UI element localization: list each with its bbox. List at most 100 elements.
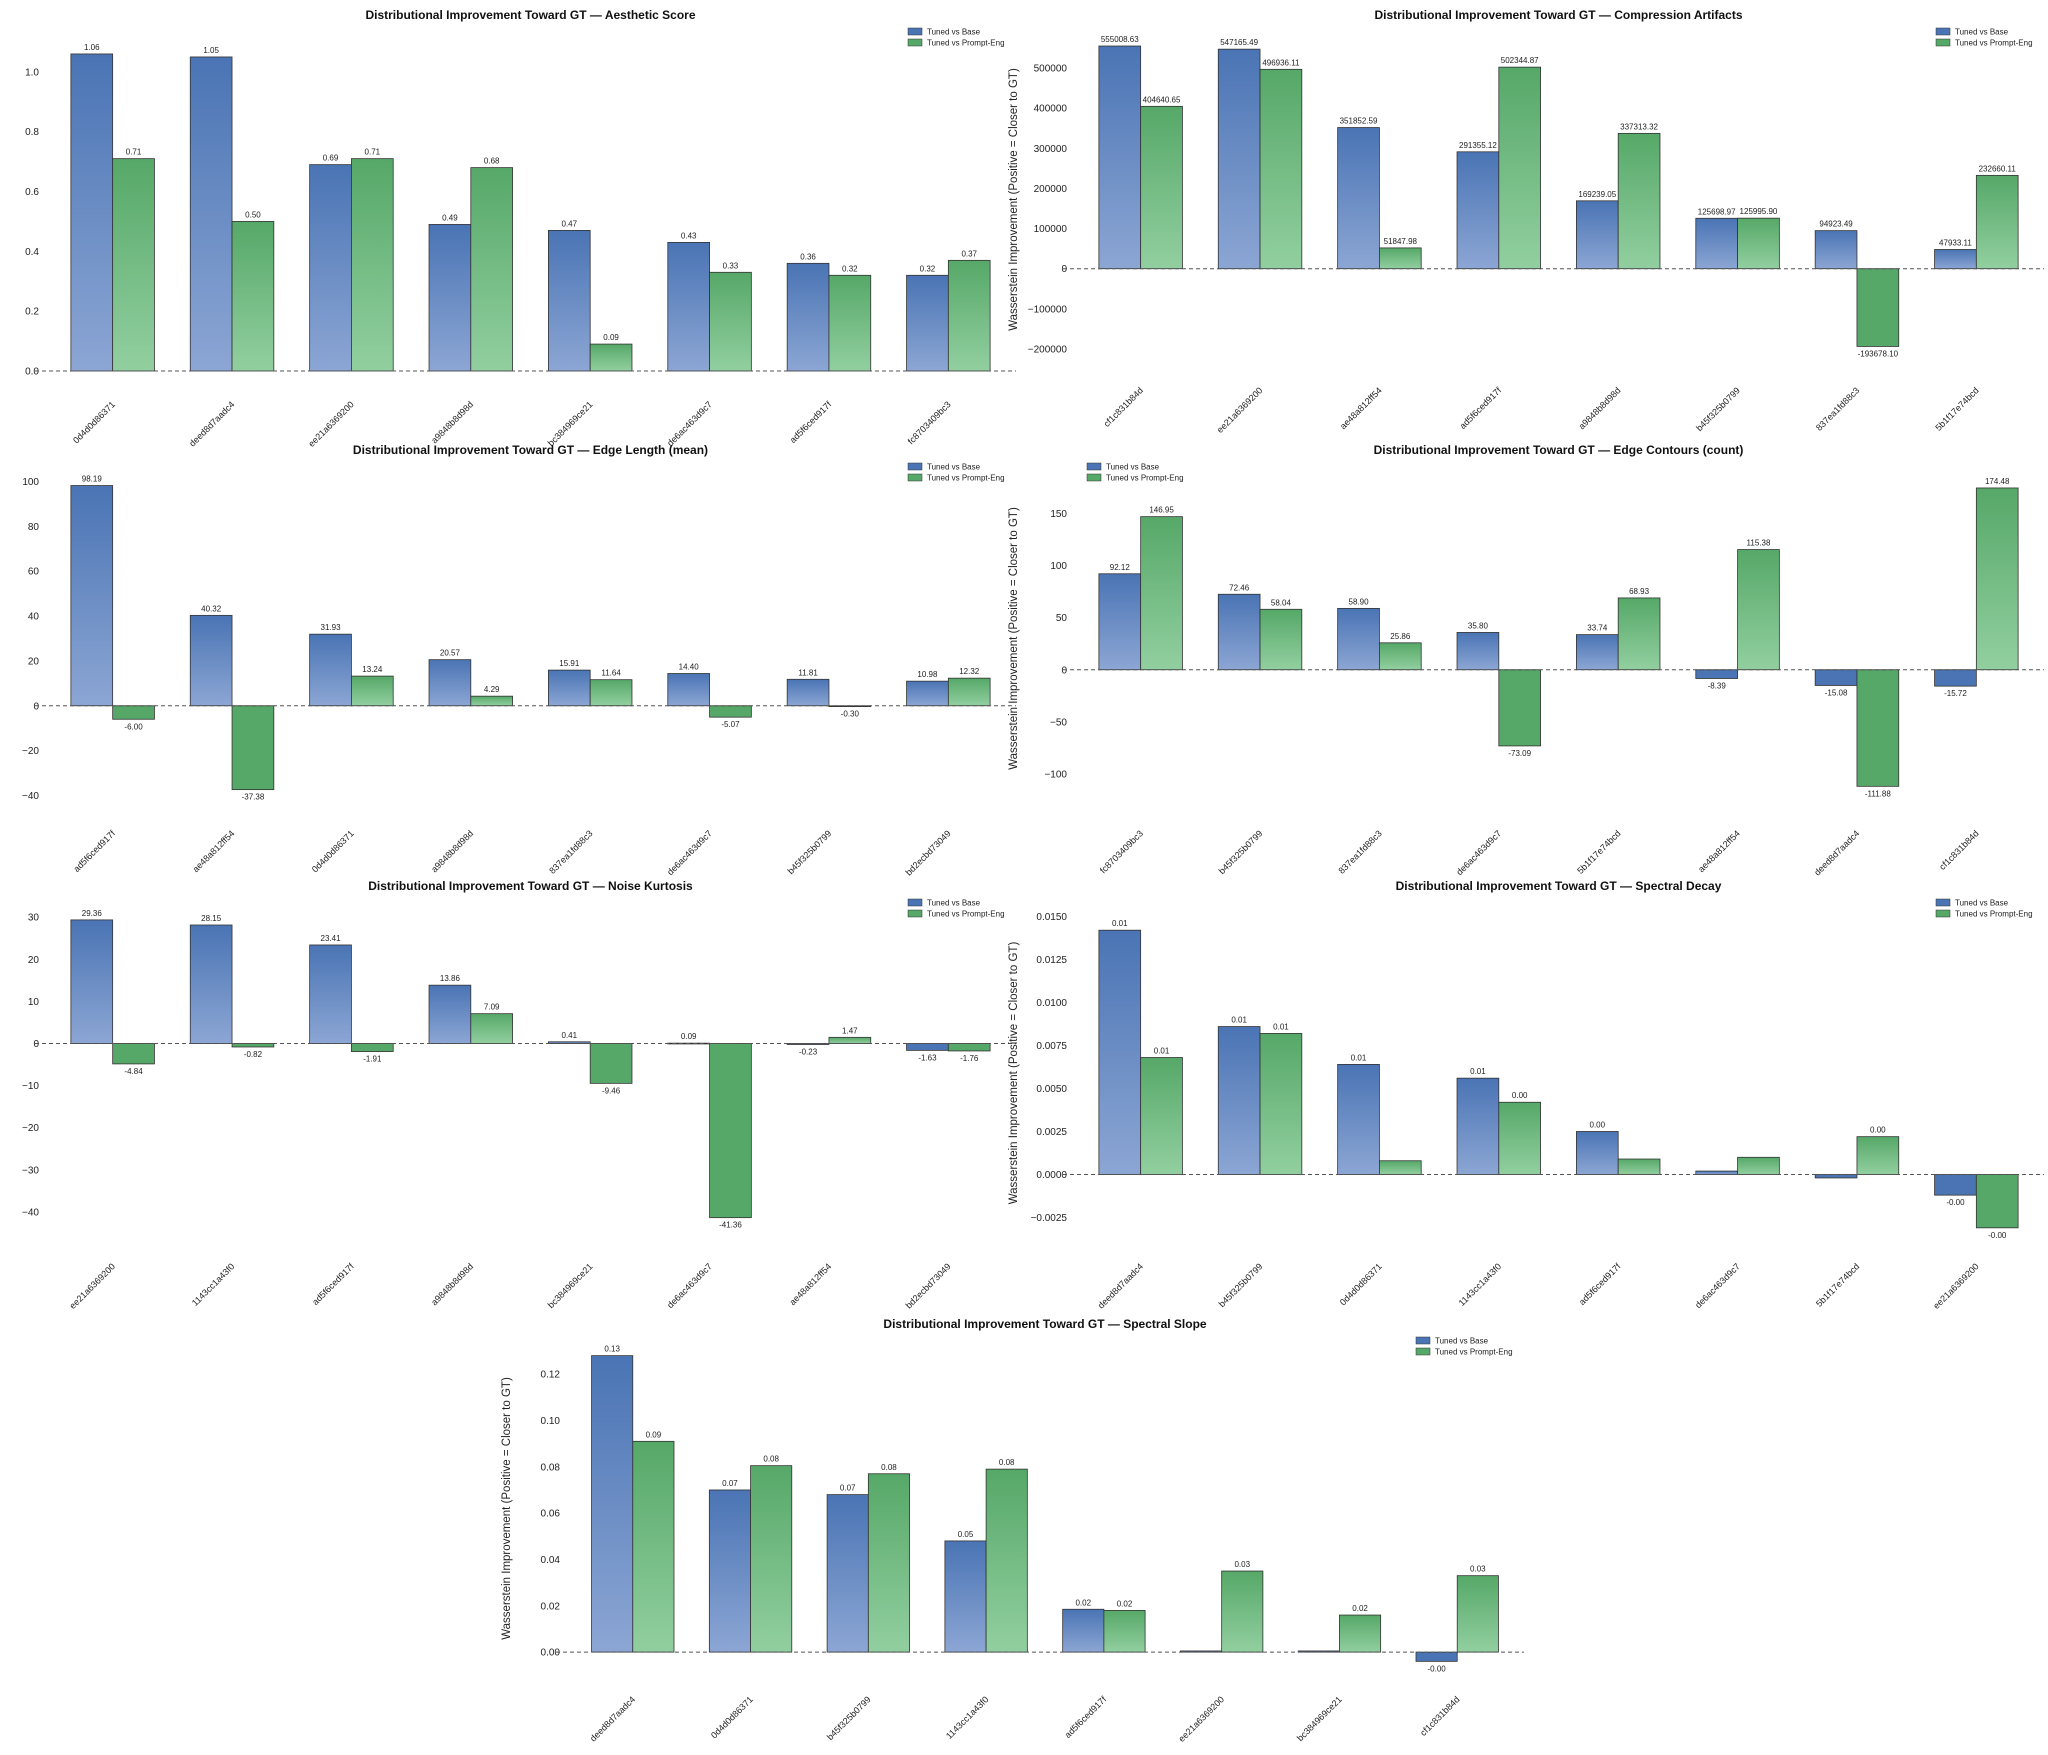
data-label: 40.32 xyxy=(201,604,222,613)
data-label: 29.36 xyxy=(82,909,103,918)
bar-tuned-vs-prompt-eng xyxy=(351,1043,394,1052)
bar-tuned-vs-base xyxy=(70,53,114,372)
data-label: 0.47 xyxy=(562,219,578,228)
y-tick-label: 0.0125 xyxy=(1036,955,1067,966)
data-label: 11.64 xyxy=(601,669,621,678)
data-label: 547165.49 xyxy=(1220,38,1258,47)
bar-tuned-vs-base xyxy=(906,680,949,707)
x-tick-label: fc8703409bc3 xyxy=(1098,828,1145,875)
bar-tuned-vs-prompt-eng xyxy=(985,1468,1028,1653)
legend-swatch xyxy=(1935,898,1951,907)
bar-tuned-vs-prompt-eng xyxy=(1339,1614,1382,1653)
bar-tuned-vs-base xyxy=(1337,127,1380,270)
data-label: 0.71 xyxy=(126,148,142,157)
bar-tuned-vs-base xyxy=(667,673,710,707)
data-label: 15.91 xyxy=(559,659,580,668)
y-tick-label: 100 xyxy=(1050,561,1067,572)
x-tick-label: b45f325b0799 xyxy=(1694,385,1742,433)
bar-tuned-vs-prompt-eng xyxy=(1617,1158,1661,1175)
data-label: 0.36 xyxy=(800,252,816,261)
x-tick-label: ad5f6ced917f xyxy=(310,1261,356,1307)
legend-swatch xyxy=(907,38,923,47)
data-label: 0.09 xyxy=(681,1032,697,1041)
bar-tuned-vs-prompt-eng xyxy=(867,1473,910,1653)
y-tick-label: −20 xyxy=(22,746,39,757)
data-label: 0.01 xyxy=(1112,919,1128,928)
bar-tuned-vs-base xyxy=(944,1540,987,1653)
y-axis-label: Wasserstein Improvement (Positive = Clos… xyxy=(1008,68,1020,331)
bar-tuned-vs-base xyxy=(786,678,830,707)
data-label: 115.38 xyxy=(1747,539,1771,548)
y-tick-label: 0 xyxy=(1061,264,1067,275)
data-label: 0.32 xyxy=(920,264,936,273)
y-tick-label: 0.0075 xyxy=(1036,1041,1067,1052)
bar-tuned-vs-base xyxy=(428,659,472,707)
bar-tuned-vs-base xyxy=(1217,48,1261,270)
y-tick-label: −10 xyxy=(22,1081,39,1092)
bar-tuned-vs-base xyxy=(1415,1651,1458,1662)
data-label: 0.02 xyxy=(1075,1598,1091,1607)
bar-tuned-vs-base xyxy=(1576,634,1619,671)
bar-tuned-vs-prompt-eng xyxy=(709,1043,752,1219)
data-label: 125698.97 xyxy=(1698,207,1736,216)
data-label: 58.04 xyxy=(1271,598,1292,607)
bar-tuned-vs-prompt-eng xyxy=(1617,597,1661,671)
x-tick-label: de6ac463d9c7 xyxy=(665,828,714,877)
x-tick-label: b45f325b0799 xyxy=(1217,828,1265,876)
legend-label: Tuned vs Base xyxy=(1955,28,2009,37)
y-tick-label: 0.02 xyxy=(541,1601,561,1612)
chart-panel-6: Distributional Improvement Toward GT — S… xyxy=(1008,879,2044,1311)
bar-tuned-vs-prompt-eng xyxy=(1456,1575,1499,1653)
y-tick-label: 0.8 xyxy=(25,127,39,138)
data-label: 0.00 xyxy=(1512,1091,1528,1100)
bar-tuned-vs-prompt-eng xyxy=(231,1043,275,1048)
y-tick-label: 0.0050 xyxy=(1036,1084,1067,1095)
data-label: 58.90 xyxy=(1349,597,1370,606)
bar-tuned-vs-prompt-eng xyxy=(1856,1136,1900,1175)
data-label: 0.68 xyxy=(484,157,500,166)
x-tick-label: 837ea1fd88c3 xyxy=(547,828,594,875)
bar-tuned-vs-prompt-eng xyxy=(1140,516,1183,671)
x-tick-label: ee21a6369200 xyxy=(1215,385,1265,435)
bar-tuned-vs-prompt-eng xyxy=(589,1043,633,1084)
bar-tuned-vs-base xyxy=(1098,929,1142,1175)
y-tick-label: 1.0 xyxy=(25,67,39,78)
x-tick-label: a9848b8d98d xyxy=(1577,385,1623,431)
x-tick-label: ad5f6ced917f xyxy=(71,828,117,874)
bar-tuned-vs-prompt-eng xyxy=(1498,66,1541,270)
chart-title: Distributional Improvement Toward GT — A… xyxy=(365,8,695,22)
data-label: -41.36 xyxy=(719,1221,742,1230)
legend-swatch xyxy=(1935,909,1951,918)
bar-tuned-vs-prompt-eng xyxy=(1856,669,1900,787)
bar-tuned-vs-prompt-eng xyxy=(1221,1570,1264,1653)
data-label: 31.93 xyxy=(321,623,342,632)
bar-tuned-vs-prompt-eng xyxy=(828,1036,872,1044)
legend: Tuned vs Base Tuned vs Prompt-Eng xyxy=(907,898,1005,919)
data-label: 0.13 xyxy=(604,1345,620,1354)
data-label: 0.02 xyxy=(1352,1604,1368,1613)
bar-tuned-vs-prompt-eng xyxy=(1259,1033,1303,1175)
y-tick-label: 500000 xyxy=(1034,64,1068,75)
legend-swatch xyxy=(907,898,923,907)
x-tick-label: cf1c831b84d xyxy=(1937,828,1981,872)
data-label: 146.95 xyxy=(1149,506,1174,515)
x-tick-label: ae48a812ff54 xyxy=(1696,828,1742,874)
bar-tuned-vs-prompt-eng xyxy=(351,158,394,372)
bar-tuned-vs-prompt-eng xyxy=(1140,105,1183,270)
legend-label: Tuned vs Base xyxy=(1106,463,1160,472)
x-tick-label: de6ac463d9c7 xyxy=(1454,828,1503,877)
y-tick-label: 300000 xyxy=(1034,144,1068,155)
legend-swatch xyxy=(1415,1336,1431,1345)
data-label: 68.93 xyxy=(1629,587,1650,596)
data-label: -0.82 xyxy=(244,1050,263,1059)
data-label: -5.07 xyxy=(721,720,740,729)
y-tick-label: 0.08 xyxy=(541,1462,561,1473)
bar-tuned-vs-prompt-eng xyxy=(589,679,633,707)
x-tick-label: 837ea1fd88c3 xyxy=(1814,385,1861,432)
x-tick-label: fc8703409bc3 xyxy=(906,399,953,446)
bar-tuned-vs-base xyxy=(1934,669,1977,687)
y-tick-label: −40 xyxy=(22,1207,39,1218)
bar-tuned-vs-base xyxy=(591,1355,634,1653)
x-tick-label: ad5f6ced917f xyxy=(1458,385,1504,431)
bar-tuned-vs-prompt-eng xyxy=(470,695,513,707)
